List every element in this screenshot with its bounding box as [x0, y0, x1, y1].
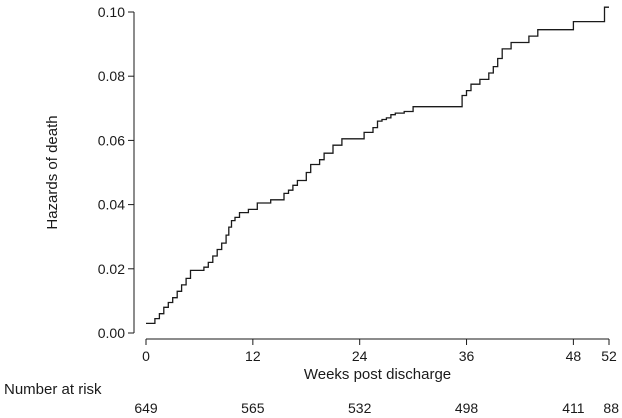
x-axis-title: Weeks post discharge [304, 366, 451, 383]
y-axis-title: Hazards of death [44, 115, 61, 229]
hazard-step-line [146, 6, 609, 325]
risk-count: 649 [134, 400, 158, 416]
x-tick-label: 48 [566, 348, 582, 364]
x-tick-label: 24 [352, 348, 368, 364]
x-axis: 0 12 24 36 48 52 [142, 338, 617, 364]
risk-count: 532 [348, 400, 372, 416]
y-ticks: 0.00 0.02 0.04 0.06 0.08 0.10 [98, 4, 134, 341]
y-tick-label: 0.00 [98, 325, 125, 341]
risk-count: 498 [455, 400, 479, 416]
risk-count: 411 [562, 400, 585, 416]
x-ticks: 0 12 24 36 48 52 [142, 339, 617, 364]
y-tick-label: 0.08 [98, 68, 125, 84]
risk-count: 88 [603, 400, 619, 416]
y-tick-label: 0.04 [98, 197, 125, 213]
y-axis: 0.00 0.02 0.04 0.06 0.08 0.10 [98, 4, 135, 341]
risk-table-label: Number at risk [4, 381, 102, 398]
x-tick-label: 12 [245, 348, 261, 364]
risk-count: 565 [241, 400, 265, 416]
y-tick-label: 0.10 [98, 4, 125, 20]
x-tick-label: 36 [459, 348, 475, 364]
x-tick-label: 0 [142, 348, 150, 364]
x-tick-label: 52 [601, 348, 617, 364]
y-tick-label: 0.06 [98, 132, 125, 148]
y-tick-label: 0.02 [98, 261, 125, 277]
risk-table-values: 649 565 532 498 411 88 [134, 400, 619, 416]
